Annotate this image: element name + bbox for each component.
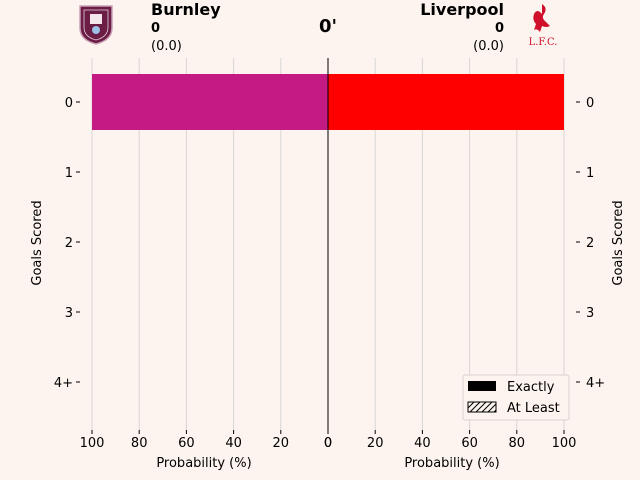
- bar-home-0: [92, 74, 328, 130]
- away-goals: 0: [495, 21, 504, 36]
- legend-exactly-swatch: [468, 381, 496, 391]
- liverpool-crest-icon: L.F.C.: [529, 4, 558, 48]
- x-tick-label: 40: [225, 436, 242, 451]
- x-axis-label-left: Probability (%): [156, 456, 251, 471]
- x-tick-label: 100: [552, 436, 577, 451]
- y-axis-label-left: Goals Scored: [30, 200, 45, 285]
- bar-away-0: [328, 74, 564, 130]
- y-tick-label-right: 1: [586, 166, 594, 181]
- y-tick-label-right: 3: [586, 306, 594, 321]
- y-axis-label-right: Goals Scored: [611, 200, 626, 285]
- y-tick-label-left: 2: [65, 236, 73, 251]
- x-tick-label: 0: [324, 436, 332, 451]
- chart-bars: [92, 74, 564, 130]
- home-xg: (0.0): [151, 39, 182, 54]
- y-tick-label-left: 1: [65, 166, 73, 181]
- home-team-name: Burnley: [151, 0, 221, 19]
- y-tick-label-left: 0: [65, 96, 73, 111]
- chart-legend: Exactly At Least: [462, 374, 570, 421]
- y-tick-label-left: 4+: [54, 376, 73, 391]
- x-tick-label: 0: [324, 436, 332, 451]
- match-minute: 0': [319, 16, 337, 37]
- x-tick-label: 60: [178, 436, 195, 451]
- x-tick-label: 40: [414, 436, 431, 451]
- x-tick-label: 20: [273, 436, 290, 451]
- x-tick-label: 80: [509, 436, 526, 451]
- home-goals: 0: [151, 21, 160, 36]
- burnley-crest-icon: [79, 5, 113, 45]
- y-tick-label-left: 3: [65, 306, 73, 321]
- x-axis-label-right: Probability (%): [404, 456, 499, 471]
- legend-exactly-label: Exactly: [507, 380, 555, 395]
- liverpool-crest-text: L.F.C.: [529, 37, 558, 48]
- y-tick-label-right: 4+: [586, 376, 605, 391]
- x-tick-label: 60: [461, 436, 478, 451]
- x-tick-label: 80: [131, 436, 148, 451]
- legend-atleast-label: At Least: [507, 401, 560, 416]
- legend-atleast-swatch: [467, 401, 497, 413]
- x-tick-label: 100: [80, 436, 105, 451]
- x-tick-label: 20: [367, 436, 384, 451]
- away-xg: (0.0): [473, 39, 504, 54]
- y-tick-label-right: 0: [586, 96, 594, 111]
- away-team-name: Liverpool: [420, 0, 504, 19]
- y-tick-label-right: 2: [586, 236, 594, 251]
